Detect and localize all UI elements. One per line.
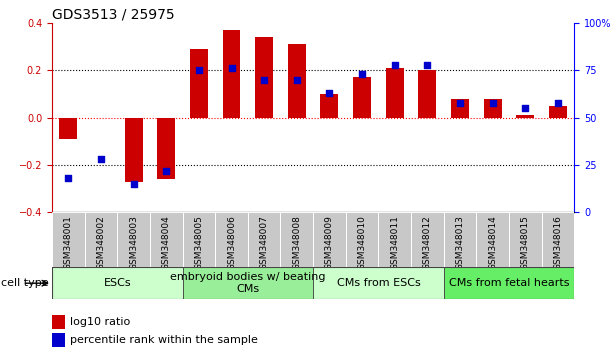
- Text: GSM348011: GSM348011: [390, 215, 399, 270]
- Bar: [157, 118, 175, 179]
- Point: [423, 62, 433, 68]
- Bar: [477, 212, 509, 267]
- Point: [96, 156, 106, 162]
- Point: [521, 105, 530, 111]
- Point: [455, 100, 465, 105]
- Bar: [288, 44, 306, 118]
- Bar: [248, 212, 280, 267]
- Bar: [59, 118, 77, 139]
- Bar: [150, 212, 183, 267]
- Text: CMs from ESCs: CMs from ESCs: [337, 278, 420, 288]
- Bar: [52, 267, 183, 299]
- Bar: [353, 78, 371, 118]
- Bar: [346, 212, 378, 267]
- Bar: [255, 37, 273, 118]
- Text: embryoid bodies w/ beating
CMs: embryoid bodies w/ beating CMs: [170, 272, 326, 294]
- Text: GSM348002: GSM348002: [97, 215, 106, 270]
- Bar: [84, 212, 117, 267]
- Text: GSM348014: GSM348014: [488, 215, 497, 270]
- Bar: [444, 267, 574, 299]
- Bar: [183, 212, 215, 267]
- Point: [324, 90, 334, 96]
- Bar: [419, 70, 436, 118]
- Point: [227, 65, 236, 71]
- Text: ESCs: ESCs: [103, 278, 131, 288]
- Point: [553, 100, 563, 105]
- Bar: [125, 118, 142, 182]
- Bar: [542, 212, 574, 267]
- Bar: [52, 212, 84, 267]
- Bar: [321, 94, 338, 118]
- Bar: [280, 212, 313, 267]
- Point: [64, 176, 73, 181]
- Bar: [484, 99, 502, 118]
- Point: [161, 168, 171, 173]
- Text: GSM348004: GSM348004: [162, 215, 170, 270]
- Text: GSM348012: GSM348012: [423, 215, 432, 270]
- Point: [390, 62, 400, 68]
- Text: GSM348005: GSM348005: [194, 215, 203, 270]
- Text: GSM348007: GSM348007: [260, 215, 269, 270]
- Text: GSM348016: GSM348016: [554, 215, 563, 270]
- Bar: [411, 212, 444, 267]
- Point: [129, 181, 139, 187]
- Bar: [444, 212, 477, 267]
- Text: GSM348001: GSM348001: [64, 215, 73, 270]
- Bar: [52, 333, 65, 347]
- Text: GSM348009: GSM348009: [325, 215, 334, 270]
- Text: GSM348013: GSM348013: [456, 215, 464, 270]
- Point: [357, 71, 367, 77]
- Bar: [386, 68, 404, 118]
- Text: GSM348015: GSM348015: [521, 215, 530, 270]
- Bar: [509, 212, 542, 267]
- Point: [488, 100, 497, 105]
- Bar: [52, 315, 65, 329]
- Bar: [222, 30, 241, 118]
- Text: log10 ratio: log10 ratio: [70, 317, 131, 327]
- Bar: [313, 267, 444, 299]
- Point: [292, 77, 302, 83]
- Text: GDS3513 / 25975: GDS3513 / 25975: [52, 8, 175, 22]
- Text: GSM348010: GSM348010: [357, 215, 367, 270]
- Bar: [183, 267, 313, 299]
- Text: cell type: cell type: [1, 278, 49, 288]
- Point: [194, 68, 203, 73]
- Text: CMs from fetal hearts: CMs from fetal hearts: [449, 278, 569, 288]
- Bar: [190, 49, 208, 118]
- Text: GSM348006: GSM348006: [227, 215, 236, 270]
- Bar: [549, 106, 567, 118]
- Bar: [215, 212, 248, 267]
- Bar: [117, 212, 150, 267]
- Bar: [378, 212, 411, 267]
- Text: GSM348008: GSM348008: [292, 215, 301, 270]
- Point: [259, 77, 269, 83]
- Bar: [313, 212, 346, 267]
- Text: percentile rank within the sample: percentile rank within the sample: [70, 335, 258, 345]
- Bar: [451, 99, 469, 118]
- Bar: [516, 115, 535, 118]
- Text: GSM348003: GSM348003: [129, 215, 138, 270]
